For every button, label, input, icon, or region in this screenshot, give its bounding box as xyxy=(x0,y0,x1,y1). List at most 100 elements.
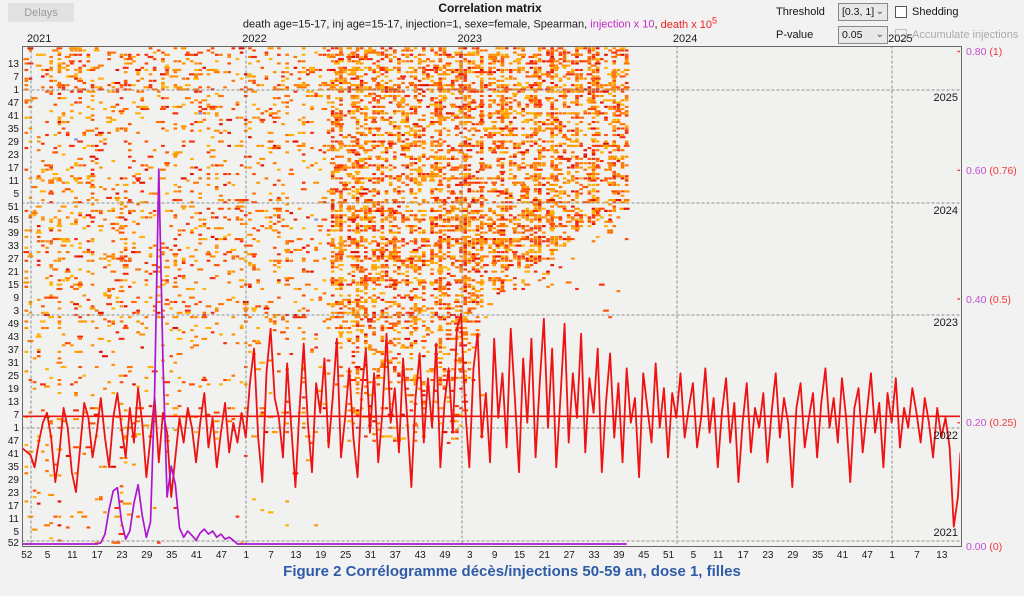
y-axis-week-label: 7 xyxy=(13,71,19,83)
x-axis-week-label: 13 xyxy=(290,550,302,561)
x-axis-week-label: 29 xyxy=(141,550,153,561)
right-year-label: 2022 xyxy=(933,430,958,443)
y-axis-week-label: 35 xyxy=(7,124,19,136)
subtitle-death-legend: death x 105 xyxy=(660,15,718,31)
y-axis-week-label: 47 xyxy=(7,98,19,109)
right-year-label: 2025 xyxy=(933,91,958,104)
x-axis-week-label: 23 xyxy=(116,550,128,561)
y-axis-week-label: 15 xyxy=(7,280,19,292)
y-axis-week-label: 11 xyxy=(8,176,19,188)
y-axis-week-label: 41 xyxy=(7,111,19,122)
chevron-down-icon: ⌄ xyxy=(875,6,884,17)
correlation-plot xyxy=(22,46,962,547)
x-axis-week-label: 21 xyxy=(538,550,550,561)
x-axis-week-label: 5 xyxy=(44,550,51,561)
y-axis-week-label: 25 xyxy=(7,371,19,383)
x-axis-week-label: 35 xyxy=(812,550,824,561)
right-year-label: 2023 xyxy=(933,317,958,330)
x-axis-week-label: 47 xyxy=(215,550,227,561)
x-axis-week-label: 52 xyxy=(21,550,33,561)
shedding-checkbox[interactable] xyxy=(895,6,907,18)
top-year-label: 2024 xyxy=(672,33,698,45)
y-axis-week-label: 11 xyxy=(8,514,19,526)
right-scale-label: 0.00 (0) xyxy=(966,541,1003,553)
x-axis-week-label: 9 xyxy=(491,550,498,561)
right-year-label: 2021 xyxy=(933,527,958,539)
x-axis-week-label: 51 xyxy=(663,550,675,561)
figure-caption: Figure 2 Corrélogramme décès/injections … xyxy=(283,563,741,580)
right-scale-label: 0.20 (0.25) xyxy=(966,417,1017,430)
x-axis-week-label: 1 xyxy=(243,550,250,561)
y-axis-week-label: 29 xyxy=(7,475,19,487)
x-axis-week-label: 41 xyxy=(190,550,203,561)
x-axis-week-label: 33 xyxy=(588,550,600,561)
correlation-plot-canvas xyxy=(23,47,960,545)
x-axis-week-label: 11 xyxy=(67,550,78,561)
x-axis-week-label: 17 xyxy=(91,550,103,561)
x-axis-week-label: 11 xyxy=(713,550,724,561)
y-axis-week-label: 23 xyxy=(7,488,19,500)
x-axis-week-label: 1 xyxy=(889,550,895,561)
y-axis-week-label: 47 xyxy=(7,436,19,448)
subtitle-params: death age=15-17, inj age=15-17, injectio… xyxy=(242,18,591,31)
threshold-label: Threshold xyxy=(776,6,825,18)
x-axis-week-label: 27 xyxy=(563,550,575,561)
y-axis-week-label: 23 xyxy=(7,150,19,162)
x-axis-week-label: 35 xyxy=(166,550,178,561)
top-year-label: 2023 xyxy=(457,33,483,45)
y-axis-week-label: 17 xyxy=(7,163,19,175)
x-axis-week-label: 19 xyxy=(315,550,327,561)
x-axis-week-label: 45 xyxy=(638,550,650,561)
accumulate-injections-label: Accumulate injections xyxy=(912,29,1019,41)
top-year-label: 2022 xyxy=(242,33,267,45)
x-axis-week-label: 5 xyxy=(690,550,697,561)
shedding-label: Shedding xyxy=(912,6,959,18)
subtitle-injection-legend: injection x 10 xyxy=(590,18,655,31)
x-axis-week-label: 7 xyxy=(268,550,274,561)
y-axis-week-label: 52 xyxy=(7,538,19,550)
y-axis-week-label: 29 xyxy=(7,137,19,149)
x-axis-week-label: 29 xyxy=(787,550,799,561)
right-scale-label: 0.60 (0.76) xyxy=(966,164,1017,177)
x-axis-week-label: 41 xyxy=(836,550,849,561)
y-axis-week-label: 27 xyxy=(7,254,19,266)
x-axis-week-label: 47 xyxy=(861,550,873,561)
pvalue-dropdown[interactable]: 0.05 ⌄ xyxy=(838,26,888,44)
right-scale-label: 0.80 (1) xyxy=(966,46,1003,58)
x-axis-week-label: 49 xyxy=(439,550,451,561)
y-axis-week-label: 43 xyxy=(7,332,19,344)
right-year-label: 2024 xyxy=(933,204,958,217)
y-axis-week-label: 49 xyxy=(7,319,19,331)
right-scale-label: 0.40 (0.5) xyxy=(966,293,1011,306)
x-axis-week-label: 7 xyxy=(914,550,920,561)
x-axis-week-label: 39 xyxy=(613,550,625,561)
delays-button[interactable]: Delays xyxy=(8,3,74,22)
y-axis-week-label: 39 xyxy=(7,228,19,240)
chevron-down-icon: ⌄ xyxy=(875,29,884,40)
top-year-label: 2021 xyxy=(26,33,52,45)
y-axis-week-label: 7 xyxy=(13,410,19,422)
chart-subtitle: death age=15-17, inj age=15-17, injectio… xyxy=(60,15,900,31)
pvalue-label: P-value xyxy=(776,29,814,41)
y-axis-week-label: 37 xyxy=(7,345,19,357)
x-axis-week-label: 17 xyxy=(737,550,749,561)
x-axis-week-label: 43 xyxy=(414,550,426,561)
accumulate-injections-checkbox[interactable] xyxy=(895,29,907,41)
top-year-label: 2025 xyxy=(888,33,913,45)
x-axis-week-label: 13 xyxy=(936,550,948,561)
y-axis-week-label: 13 xyxy=(7,397,19,409)
x-axis-week-label: 15 xyxy=(513,550,526,561)
chart-title: Correlation matrix xyxy=(438,1,542,15)
threshold-value: [0.3, 1] xyxy=(842,6,875,18)
y-axis-week-label: 3 xyxy=(13,306,19,318)
y-axis-week-label: 21 xyxy=(7,267,19,279)
y-axis-week-label: 35 xyxy=(7,462,19,474)
y-axis-week-label: 1 xyxy=(13,423,19,435)
y-axis-week-label: 41 xyxy=(7,449,19,461)
threshold-dropdown[interactable]: [0.3, 1] ⌄ xyxy=(838,3,888,21)
x-axis-week-label: 23 xyxy=(762,550,774,561)
x-axis-week-label: 37 xyxy=(389,550,401,561)
y-axis-week-label: 5 xyxy=(13,189,19,201)
y-axis-week-label: 19 xyxy=(7,384,19,396)
